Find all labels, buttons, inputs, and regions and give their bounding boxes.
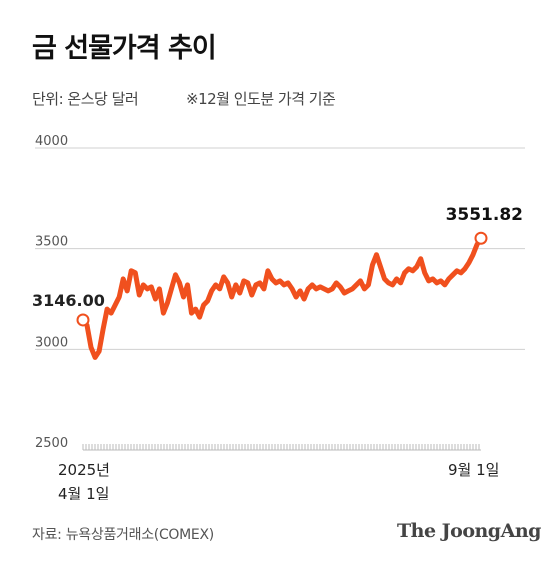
price-line	[80, 235, 484, 360]
end-value-label: 3551.82	[446, 205, 523, 225]
source-note: 자료: 뉴욕상품거래소(COMEX)	[32, 527, 214, 543]
unit-note: 단위: 온스당 달러	[32, 90, 139, 108]
x-start-year-label: 2025년	[58, 461, 110, 479]
y-tick-label: 2500	[35, 436, 68, 451]
x-end-label: 9월 1일	[448, 461, 499, 479]
x-start-date-label: 4월 1일	[58, 485, 109, 500]
start-point-marker	[76, 313, 90, 327]
y-tick-label: 4000	[35, 134, 68, 149]
start-value-label: 3146.00	[32, 291, 105, 310]
y-tick-label: 3000	[35, 335, 68, 350]
end-point-marker	[474, 231, 488, 245]
brand-logo: The JoongAng	[397, 520, 541, 542]
gold-futures-chart: 2500 3000 3500 4000 2025년 4월 1일 9월 1일 3146.00 35…	[32, 134, 525, 500]
contract-note: ※12월 인도분 가격 기준	[186, 90, 336, 108]
chart-title: 금 선물가격 추이	[32, 33, 217, 64]
y-tick-label: 3500	[35, 235, 68, 250]
